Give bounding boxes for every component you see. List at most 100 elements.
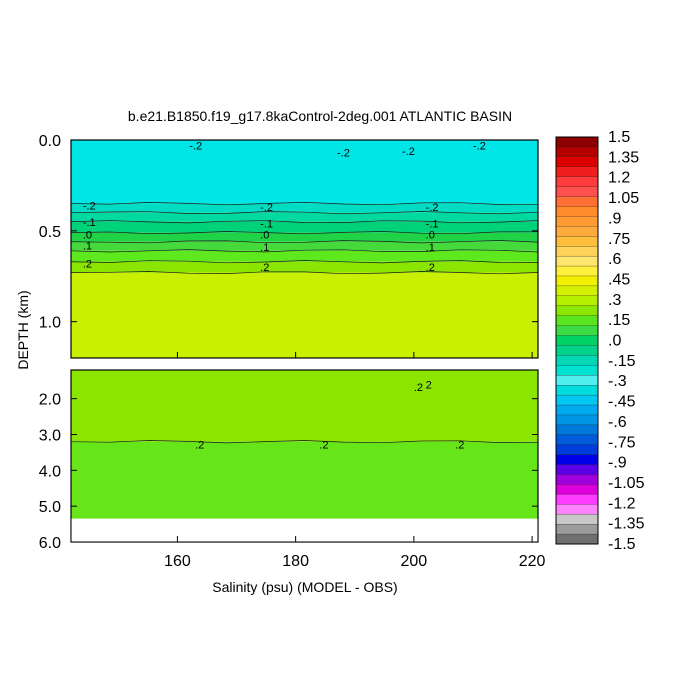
lower-panel: .2.2.2.2 22.03.04.05.06.0 bbox=[39, 369, 539, 552]
colorbar-segment bbox=[555, 186, 599, 198]
colorbar-label: 1.5 bbox=[608, 129, 630, 146]
y-tick-label: 5.0 bbox=[39, 499, 61, 516]
colorbar-segment bbox=[555, 394, 599, 406]
contour-line bbox=[70, 271, 539, 275]
colorbar-segment bbox=[555, 385, 599, 396]
y-tick-label: 3.0 bbox=[39, 428, 61, 445]
y-tick-label: 0.0 bbox=[39, 133, 61, 150]
y-tick-label: 6.0 bbox=[39, 535, 61, 552]
contour-label: .1 bbox=[260, 242, 269, 254]
contour-line bbox=[70, 240, 539, 244]
colorbar-segment bbox=[555, 414, 599, 426]
colorbar-label: 1.2 bbox=[608, 170, 630, 187]
colorbar-segment bbox=[555, 365, 599, 376]
contour-line bbox=[70, 440, 539, 444]
panel-frame bbox=[70, 139, 539, 359]
colorbar-segment bbox=[555, 305, 599, 317]
colorbar-label: 1.05 bbox=[608, 190, 639, 207]
colorbar-segment bbox=[555, 246, 599, 257]
colorbar-segment bbox=[555, 285, 599, 297]
contour-label: .2 bbox=[319, 440, 328, 452]
colorbar-label: -1.35 bbox=[608, 516, 645, 533]
colorbar-label: -1.5 bbox=[608, 536, 636, 553]
contour-label: -.2 bbox=[260, 202, 273, 214]
contour-band bbox=[71, 221, 538, 233]
colorbar-segment bbox=[555, 315, 599, 327]
contour-label: .0 bbox=[83, 229, 92, 241]
contour-band bbox=[71, 250, 538, 262]
colorbar-segment bbox=[555, 533, 599, 545]
colorbar-segment bbox=[555, 484, 599, 495]
y-tick-label: 4.0 bbox=[39, 463, 61, 480]
colorbar-label: .9 bbox=[608, 210, 621, 227]
contour-label: -.1 bbox=[83, 217, 96, 229]
x-tick-label: 220 bbox=[519, 553, 546, 570]
colorbar-label: .0 bbox=[608, 333, 621, 350]
colorbar-segment bbox=[555, 434, 599, 446]
colorbar-segment bbox=[555, 295, 599, 307]
colorbar-label: -1.2 bbox=[608, 495, 636, 512]
contour-label: .2 bbox=[414, 382, 423, 394]
contour-band bbox=[71, 203, 538, 213]
contour-label: -.2 bbox=[473, 140, 486, 152]
colorbar-label: .45 bbox=[608, 271, 630, 288]
y-axis-label: DEPTH (km) bbox=[15, 290, 31, 369]
contour-line bbox=[70, 211, 539, 215]
contour-line bbox=[70, 220, 539, 224]
colorbar-label: -.75 bbox=[608, 434, 636, 451]
contour-band bbox=[71, 212, 538, 222]
colorbar-label: .75 bbox=[608, 231, 630, 248]
colorbar-label: -.15 bbox=[608, 353, 636, 370]
colorbar-segment bbox=[555, 375, 599, 386]
contour-band bbox=[71, 272, 538, 358]
contour-band bbox=[71, 441, 538, 519]
colorbar-segment bbox=[555, 404, 599, 416]
colorbar-segment bbox=[555, 494, 599, 505]
contour-label: -.2 bbox=[83, 200, 96, 212]
y-tick-label: 1.0 bbox=[39, 315, 61, 332]
contour-label: 2 bbox=[426, 379, 432, 391]
contour-label: -.1 bbox=[426, 219, 439, 231]
colorbar-segment bbox=[555, 514, 599, 525]
colorbar-segment bbox=[555, 355, 599, 366]
colorbar-segment bbox=[555, 464, 599, 475]
contour-label: -.2 bbox=[426, 202, 439, 214]
colorbar-label: .6 bbox=[608, 251, 621, 268]
colorbar-segment bbox=[555, 196, 599, 207]
contour-label: .0 bbox=[260, 229, 269, 241]
contour-label: .1 bbox=[426, 242, 435, 254]
contour-label: .1 bbox=[83, 240, 92, 252]
colorbar-label: -.45 bbox=[608, 394, 636, 411]
contour-band bbox=[71, 140, 538, 204]
colorbar-segment bbox=[555, 474, 599, 485]
contour-label: -.2 bbox=[189, 140, 202, 152]
colorbar-label: .3 bbox=[608, 292, 621, 309]
contour-label: .2 bbox=[426, 262, 435, 274]
colorbar-segment bbox=[555, 176, 599, 188]
x-axis-label: Salinity (psu) (MODEL - OBS) bbox=[212, 579, 397, 595]
colorbar-segment bbox=[555, 236, 599, 247]
colorbar-segment bbox=[555, 523, 599, 535]
x-tick-label: 160 bbox=[164, 553, 191, 570]
contour-label: .0 bbox=[426, 229, 435, 241]
colorbar-segment bbox=[555, 166, 599, 178]
contour-band bbox=[71, 370, 538, 442]
colorbar-label: -.3 bbox=[608, 373, 627, 390]
colorbar-segment bbox=[555, 345, 599, 356]
colorbar-segment bbox=[555, 265, 599, 277]
colorbar-segment bbox=[555, 444, 599, 456]
y-tick-label: 2.0 bbox=[39, 392, 61, 409]
colorbar: 1.5 1.35 1.2 1.05 .9 .75 .6 .45 .3 .15 .0 -.15 -.3 -.… bbox=[555, 129, 645, 553]
colorbar-segment bbox=[555, 275, 599, 287]
colorbar-label: -.6 bbox=[608, 414, 627, 431]
colorbar-segment bbox=[555, 226, 599, 237]
contour-band bbox=[71, 261, 538, 273]
colorbar-segment bbox=[555, 335, 599, 346]
contour-line bbox=[70, 202, 539, 206]
x-axis: 160 180 200 220 bbox=[164, 352, 546, 570]
colorbar-segment bbox=[555, 216, 599, 227]
contour-band bbox=[71, 241, 538, 251]
contour-label: -.2 bbox=[337, 148, 350, 160]
colorbar-segment bbox=[555, 454, 599, 466]
